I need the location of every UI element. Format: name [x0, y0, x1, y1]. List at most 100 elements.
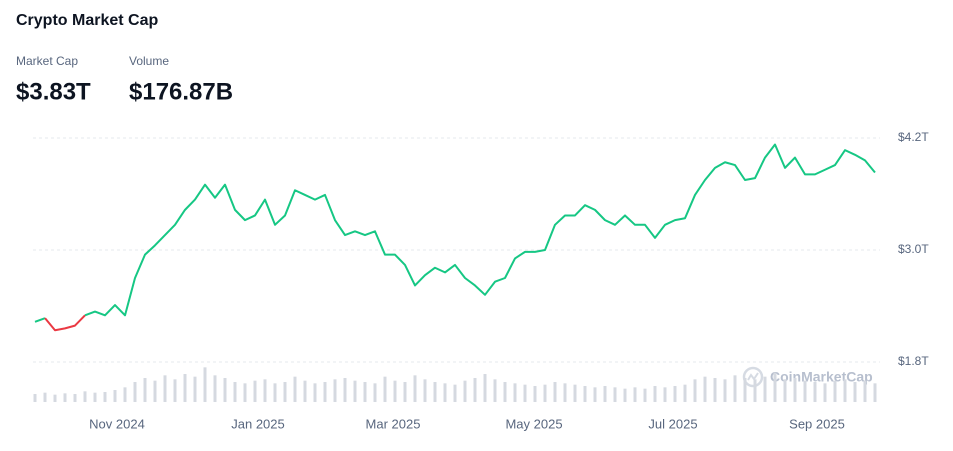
volume-bar	[793, 378, 797, 402]
volume-bar	[343, 378, 347, 402]
volume-bar	[803, 380, 807, 402]
volume-bar	[223, 378, 227, 402]
volume-bar	[273, 383, 277, 402]
volume-bar	[433, 382, 437, 402]
volume-bar	[473, 378, 477, 402]
volume-bar	[863, 380, 867, 402]
volume-bar	[363, 382, 367, 402]
volume-bar	[573, 384, 577, 402]
volume-bar	[623, 388, 627, 402]
stat-value: $3.83T	[16, 78, 91, 105]
volume-bar	[783, 379, 787, 402]
volume-bar	[603, 386, 607, 402]
volume-bar	[393, 380, 397, 402]
volume-bar	[683, 384, 687, 402]
volume-bar	[533, 386, 537, 402]
volume-bar	[413, 375, 417, 402]
volume-bar	[503, 382, 507, 402]
stat-label: Volume	[129, 54, 169, 68]
market-cap-line	[34, 317, 46, 323]
volume-bar	[653, 386, 657, 402]
volume-bar	[153, 380, 157, 402]
volume-bar	[753, 379, 757, 402]
volume-bar	[693, 379, 697, 402]
volume-bar	[303, 380, 307, 402]
x-tick-label: May 2025	[505, 416, 562, 431]
volume-bar	[733, 375, 737, 402]
volume-bar	[383, 376, 387, 402]
volume-bar	[763, 376, 767, 402]
x-tick-label: Sep 2025	[789, 416, 845, 431]
volume-bar	[263, 379, 267, 402]
y-tick-label: $4.2T	[898, 130, 929, 144]
volume-bar	[243, 383, 247, 402]
volume-bar	[163, 375, 167, 402]
volume-bar	[333, 379, 337, 402]
volume-bar	[493, 379, 497, 402]
volume-bar	[213, 375, 217, 402]
volume-bar	[373, 383, 377, 402]
volume-bar	[583, 386, 587, 402]
volume-bar	[133, 382, 137, 402]
volume-bar	[423, 379, 427, 402]
volume-bar	[463, 380, 467, 402]
volume-bar	[63, 393, 67, 402]
volume-bar	[53, 394, 57, 402]
volume-bar	[563, 383, 567, 402]
volume-bar	[713, 378, 717, 402]
volume-bar	[323, 382, 327, 402]
x-tick-label: Jul 2025	[648, 416, 697, 431]
volume-bar	[673, 386, 677, 402]
volume-bar	[843, 379, 847, 402]
volume-bar	[83, 391, 87, 402]
volume-bar	[553, 382, 557, 402]
market-cap-line	[84, 143, 876, 317]
volume-bar	[593, 387, 597, 402]
volume-bar	[113, 390, 117, 402]
volume-bar	[313, 383, 317, 402]
volume-bar	[823, 383, 827, 402]
volume-bar	[833, 380, 837, 402]
volume-bar	[483, 374, 487, 402]
stat-label: Market Cap	[16, 54, 78, 68]
volume-bar	[283, 382, 287, 402]
volume-bar	[123, 387, 127, 402]
volume-bar	[293, 376, 297, 402]
volume-bar	[173, 379, 177, 402]
volume-bar	[723, 379, 727, 402]
stat-value: $176.87B	[129, 78, 233, 105]
volume-bar	[453, 384, 457, 402]
volume-bar	[773, 372, 777, 402]
volume-bar	[663, 387, 667, 402]
chart-title: Crypto Market Cap	[16, 12, 158, 29]
volume-bar	[43, 392, 47, 402]
market-cap-line	[44, 314, 86, 332]
volume-bar	[183, 374, 187, 402]
volume-bar	[233, 382, 237, 402]
volume-bar	[743, 378, 747, 402]
volume-bar	[403, 382, 407, 402]
volume-bar	[643, 388, 647, 402]
volume-bar	[193, 376, 197, 402]
volume-bar	[513, 383, 517, 402]
volume-bar	[253, 380, 257, 402]
x-tick-label: Nov 2024	[89, 416, 145, 431]
x-tick-label: Jan 2025	[231, 416, 285, 431]
volume-bar	[853, 382, 857, 402]
volume-bar	[443, 383, 447, 402]
volume-bar	[543, 384, 547, 402]
y-tick-label: $1.8T	[898, 354, 929, 368]
volume-bar	[33, 394, 37, 402]
volume-bar	[353, 380, 357, 402]
y-tick-label: $3.0T	[898, 242, 929, 256]
volume-bar	[523, 384, 527, 402]
volume-bar	[873, 383, 877, 402]
volume-bar	[633, 387, 637, 402]
volume-bar	[703, 376, 707, 402]
x-tick-label: Mar 2025	[366, 416, 421, 431]
volume-bar	[143, 378, 147, 402]
volume-bar	[203, 367, 207, 402]
volume-bar	[73, 394, 77, 402]
volume-bar	[93, 392, 97, 402]
